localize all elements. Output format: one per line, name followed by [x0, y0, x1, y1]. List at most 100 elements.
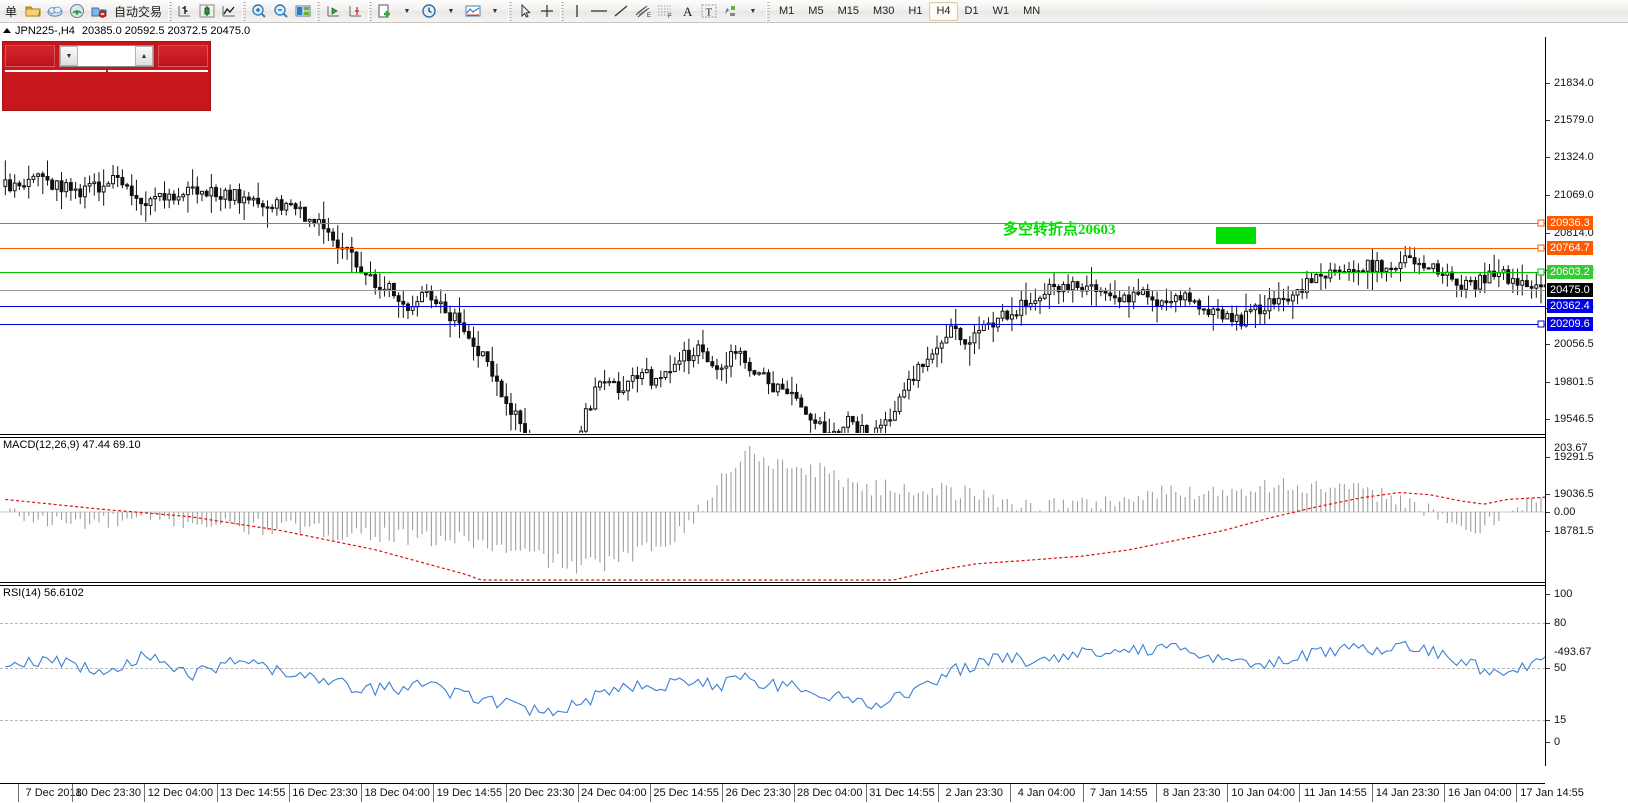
- chart-shift-icon[interactable]: [344, 1, 366, 22]
- text-label-icon[interactable]: T: [698, 1, 720, 22]
- last-price-chip[interactable]: 20475.0: [1547, 283, 1593, 297]
- vertical-line-icon[interactable]: [566, 1, 588, 22]
- cloud-icon[interactable]: [44, 1, 66, 22]
- timeframe-mn[interactable]: MN: [1016, 2, 1047, 21]
- pivot-line-handle[interactable]: [1538, 269, 1545, 276]
- price-axis-label: 20056.5: [1554, 338, 1594, 350]
- volume-decrease-icon[interactable]: ▼: [60, 46, 78, 66]
- resistance-1-chip[interactable]: 20936.3: [1547, 216, 1593, 230]
- macd-series: [0, 438, 1545, 582]
- volume-increase-icon[interactable]: ▲: [135, 46, 153, 66]
- price-axis-tick: [1546, 195, 1550, 196]
- signal-icon[interactable]: [66, 1, 88, 22]
- folder-icon[interactable]: [22, 1, 44, 22]
- rsi-axis-tick: [1546, 720, 1550, 721]
- time-axis-tick: [1227, 784, 1228, 802]
- indicators-icon[interactable]: [462, 1, 484, 22]
- buy-price[interactable]: [108, 70, 209, 108]
- crosshair-icon[interactable]: [536, 1, 558, 22]
- price-axis-label: 21324.0: [1554, 151, 1594, 163]
- horizontal-line-icon[interactable]: [588, 1, 610, 22]
- zoom-in-icon[interactable]: [248, 1, 270, 22]
- sell-button[interactable]: [5, 45, 55, 67]
- resistance-line-1-handle[interactable]: [1538, 220, 1545, 227]
- support-line-2-handle[interactable]: [1538, 321, 1545, 328]
- price-pane[interactable]: 多空转折点20603: [0, 37, 1545, 433]
- price-axis-label: 21069.0: [1554, 189, 1594, 201]
- timeframe-m5[interactable]: M5: [801, 2, 830, 21]
- text-icon[interactable]: A: [676, 1, 698, 22]
- expert-advisor-icon[interactable]: [88, 1, 110, 22]
- trendline-icon[interactable]: [610, 1, 632, 22]
- sell-price[interactable]: [5, 70, 106, 108]
- macd-pane[interactable]: MACD(12,26,9) 47.44 69.10: [0, 438, 1545, 582]
- timeframe-m30[interactable]: M30: [866, 2, 901, 21]
- time-axis-label: 20 Dec 23:30: [509, 787, 574, 799]
- timeframe-m1[interactable]: M1: [772, 2, 801, 21]
- equidistant-channel-icon[interactable]: E: [632, 1, 654, 22]
- pivot-chip[interactable]: 20603.2: [1547, 265, 1593, 279]
- macd-axis-label: 0.00: [1554, 506, 1575, 518]
- resistance-line-2-handle[interactable]: [1538, 245, 1545, 252]
- macd-axis-label: 203.67: [1554, 442, 1588, 454]
- price-axis-label: 19546.5: [1554, 413, 1594, 425]
- collapse-triangle-icon[interactable]: [3, 28, 11, 33]
- volume-stepper[interactable]: ▼ ▲: [59, 45, 154, 67]
- rsi-axis-tick: [1546, 623, 1550, 624]
- timeframe-h1[interactable]: H1: [901, 2, 929, 21]
- autotrade-button[interactable]: 自动交易: [110, 1, 166, 22]
- cursor-icon[interactable]: [514, 1, 536, 22]
- toolbar-truncated-label: 单: [0, 1, 22, 22]
- support-2-chip[interactable]: 20209.6: [1547, 317, 1593, 331]
- period-separator-dropdown-caret-icon[interactable]: ▼: [440, 1, 462, 22]
- buy-button[interactable]: [158, 45, 208, 67]
- price-axis-tick: [1546, 382, 1550, 383]
- price-axis[interactable]: 21834.021579.021324.021069.020814.020559…: [1545, 37, 1628, 766]
- toolbar-separator: [560, 2, 564, 21]
- time-axis-tick: [650, 784, 651, 802]
- rsi-pane-divider: [0, 582, 1545, 583]
- toolbar-separator: [368, 2, 372, 21]
- support-1-chip[interactable]: 20362.4: [1547, 299, 1593, 313]
- chart-area[interactable]: 多空转折点20603 MACD(12,26,9) 47.44 69.10 RSI…: [0, 37, 1628, 766]
- svg-text:T: T: [706, 7, 713, 19]
- pivot-line[interactable]: [0, 272, 1545, 273]
- resistance-line-1[interactable]: [0, 223, 1545, 224]
- one-click-trading-panel[interactable]: ▼ ▲: [2, 41, 211, 111]
- line-chart-icon[interactable]: [218, 1, 240, 22]
- resistance-2-chip[interactable]: 20764.7: [1547, 241, 1593, 255]
- chart-header: JPN225-,H4 20385.0 20592.5 20372.5 20475…: [0, 24, 1628, 37]
- candlestick-chart-icon[interactable]: [196, 1, 218, 22]
- support-line-2[interactable]: [0, 324, 1545, 325]
- timeframe-m15[interactable]: M15: [831, 2, 866, 21]
- rsi-title: RSI(14) 56.6102: [3, 587, 84, 599]
- fibonacci-icon[interactable]: F: [654, 1, 676, 22]
- support-line-1[interactable]: [0, 306, 1545, 307]
- highlight-box: [1216, 227, 1256, 244]
- period-separator-icon[interactable]: [418, 1, 440, 22]
- time-axis-label: 10 Dec 23:30: [76, 787, 141, 799]
- price-axis-label: 19801.5: [1554, 376, 1594, 388]
- timeframe-w1[interactable]: W1: [986, 2, 1017, 21]
- bar-chart-icon[interactable]: [174, 1, 196, 22]
- timeframe-d1[interactable]: D1: [958, 2, 986, 21]
- shapes-icon[interactable]: [720, 1, 742, 22]
- timeframe-h4[interactable]: H4: [929, 2, 957, 21]
- zoom-out-icon[interactable]: [270, 1, 292, 22]
- rsi-pane[interactable]: RSI(14) 56.6102: [0, 586, 1545, 766]
- time-axis-tick: [144, 784, 145, 802]
- price-axis-tick: [1546, 157, 1550, 158]
- new-object-dropdown-caret-icon[interactable]: ▼: [396, 1, 418, 22]
- time-axis-label: 24 Dec 04:00: [581, 787, 646, 799]
- pivot-annotation-text[interactable]: 多空转折点20603: [1003, 218, 1116, 239]
- shapes-dropdown-caret-icon[interactable]: ▼: [742, 1, 764, 22]
- volume-value[interactable]: [78, 46, 135, 66]
- auto-scroll-icon[interactable]: [322, 1, 344, 22]
- new-object-icon[interactable]: [374, 1, 396, 22]
- toolbar-separator: [316, 2, 320, 21]
- resistance-line-2[interactable]: [0, 248, 1545, 249]
- price-axis-label: 19036.5: [1554, 488, 1594, 500]
- tile-windows-icon[interactable]: [292, 1, 314, 22]
- indicators-dropdown-caret-icon[interactable]: ▼: [484, 1, 506, 22]
